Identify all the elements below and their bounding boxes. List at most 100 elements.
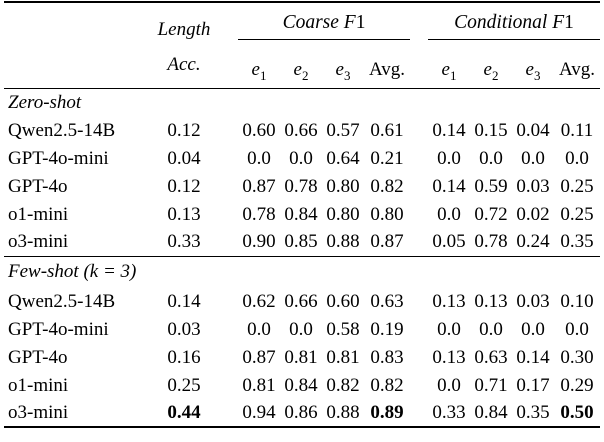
coarse-e3-value: 0.80 — [326, 203, 360, 225]
e-subscript: 1 — [449, 67, 457, 83]
model-name: GPT-4o — [8, 346, 68, 368]
coarse-avg-value: 0.82 — [370, 175, 404, 197]
conditional-avg-value: 0.30 — [560, 346, 594, 368]
table-header: Length Acc. Coarse F1 Conditional F1 e1 … — [4, 2, 601, 89]
conditional-e3-value: 0.0 — [521, 147, 545, 169]
conditional-e1-value: 0.0 — [437, 374, 461, 396]
conditional-e1-value: 0.13 — [432, 290, 466, 312]
model-name: GPT-4o — [8, 175, 68, 197]
section-header-row: Few-shot (k = 3) — [4, 255, 601, 287]
conditional-e1-value: 0.33 — [432, 402, 466, 423]
group-gap-spacer — [410, 371, 428, 399]
coarse-e1-value: 0.87 — [242, 346, 276, 368]
e-subscript: 2 — [301, 67, 309, 83]
group-gap-spacer — [214, 343, 238, 371]
section-header-row: Zero-shot — [4, 88, 600, 116]
model-name: o1-mini — [8, 203, 69, 225]
coarse-e3-value: 0.64 — [326, 147, 360, 169]
coarse-e1-value: 0.0 — [247, 318, 271, 340]
acc-label: Acc. — [167, 54, 201, 76]
table-row: o3-mini 0.44 0.94 0.86 0.88 0.89 0.33 0.… — [4, 399, 600, 427]
coarse-e1-value: 0.62 — [242, 290, 276, 312]
group-gap-spacer — [410, 287, 428, 315]
e-subscript: 3 — [343, 67, 351, 83]
table-row: GPT-4o-mini 0.04 0.0 0.0 0.64 0.21 0.0 0… — [4, 144, 600, 172]
conditional-f1-label: Conditional F — [454, 12, 565, 33]
table-row: o3-mini 0.33 0.90 0.85 0.88 0.87 0.05 0.… — [4, 228, 600, 256]
col-header-coarse-e3: e3 — [322, 39, 364, 89]
coarse-f1-label-digit: 1 — [355, 12, 366, 33]
coarse-avg-value: 0.82 — [370, 374, 404, 396]
e-subscript: 2 — [491, 67, 499, 83]
conditional-avg-value: 0.0 — [565, 147, 589, 169]
coarse-f1-group-header: Coarse F1 — [238, 2, 410, 40]
coarse-e2-value: 0.86 — [284, 402, 318, 423]
conditional-e2-value: 0.15 — [474, 119, 508, 141]
group-gap-spacer — [214, 200, 238, 228]
conditional-e1-value: 0.13 — [432, 346, 466, 368]
conditional-e2-value: 0.84 — [474, 402, 508, 423]
e-symbol: e — [251, 58, 260, 80]
e-subscript: 3 — [533, 67, 541, 83]
conditional-e2-value: 0.13 — [474, 290, 508, 312]
length-acc-value: 0.12 — [167, 175, 201, 197]
col-header-conditional-e2: e2 — [470, 39, 512, 89]
group-gap-spacer — [410, 2, 428, 89]
conditional-e3-value: 0.14 — [516, 346, 550, 368]
coarse-e1-value: 0.87 — [242, 175, 276, 197]
table-row: Qwen2.5-14B 0.12 0.60 0.66 0.57 0.61 0.1… — [4, 116, 600, 144]
coarse-e1-value: 0.78 — [242, 203, 276, 225]
group-gap-spacer — [214, 172, 238, 200]
group-gap-spacer — [410, 116, 428, 144]
group-gap-spacer — [214, 287, 238, 315]
conditional-avg-value: 0.25 — [560, 175, 594, 197]
table-row: o1-mini 0.25 0.81 0.84 0.82 0.82 0.0 0.7… — [4, 371, 600, 399]
length-acc-value: 0.44 — [167, 402, 201, 423]
e-symbol: e — [441, 58, 450, 80]
model-name: Qwen2.5-14B — [8, 119, 116, 141]
coarse-e2-value: 0.84 — [284, 374, 318, 396]
conditional-e3-value: 0.03 — [516, 175, 550, 197]
e-symbol: e — [525, 58, 534, 80]
conditional-e2-value: 0.72 — [474, 203, 508, 225]
coarse-avg-value: 0.61 — [370, 119, 404, 141]
model-name: o3-mini — [8, 402, 69, 423]
table-row: GPT-4o-mini 0.03 0.0 0.0 0.58 0.19 0.0 0… — [4, 315, 600, 343]
conditional-f1-group-header: Conditional F1 — [428, 2, 601, 40]
length-acc-column-header: Length Acc. — [154, 2, 214, 89]
group-gap-spacer — [214, 371, 238, 399]
length-acc-value: 0.16 — [167, 346, 201, 368]
group-gap-spacer — [410, 172, 428, 200]
model-name: o3-mini — [8, 231, 69, 253]
group-gap-spacer — [410, 200, 428, 228]
col-header-coarse-e2: e2 — [280, 39, 322, 89]
length-acc-value: 0.13 — [167, 203, 201, 225]
group-gap-spacer — [410, 343, 428, 371]
group-gap-spacer — [410, 315, 428, 343]
coarse-e3-value: 0.81 — [326, 346, 360, 368]
col-header-coarse-avg: Avg. — [364, 39, 410, 89]
coarse-avg-value: 0.21 — [370, 147, 404, 169]
conditional-e2-value: 0.59 — [474, 175, 508, 197]
conditional-avg-value: 0.25 — [560, 203, 594, 225]
conditional-avg-value: 0.10 — [560, 290, 594, 312]
coarse-e1-value: 0.81 — [242, 374, 276, 396]
table-row: GPT-4o 0.16 0.87 0.81 0.81 0.83 0.13 0.6… — [4, 343, 600, 371]
coarse-e2-value: 0.0 — [289, 147, 313, 169]
coarse-avg-value: 0.87 — [370, 231, 404, 253]
conditional-avg-value: 0.0 — [565, 318, 589, 340]
coarse-f1-label: Coarse F — [282, 12, 356, 33]
conditional-e3-value: 0.0 — [521, 318, 545, 340]
length-label: Length — [157, 19, 211, 41]
col-header-conditional-avg: Avg. — [554, 39, 601, 89]
coarse-avg-value: 0.63 — [370, 290, 404, 312]
coarse-e2-value: 0.66 — [284, 119, 318, 141]
coarse-e3-value: 0.57 — [326, 119, 360, 141]
model-name: o1-mini — [8, 374, 69, 396]
conditional-f1-label-digit: 1 — [564, 12, 574, 33]
group-gap-spacer — [214, 2, 238, 89]
conditional-e3-value: 0.02 — [516, 203, 550, 225]
conditional-e1-value: 0.05 — [432, 231, 466, 253]
coarse-e3-value: 0.80 — [326, 175, 360, 197]
group-gap-spacer — [214, 116, 238, 144]
